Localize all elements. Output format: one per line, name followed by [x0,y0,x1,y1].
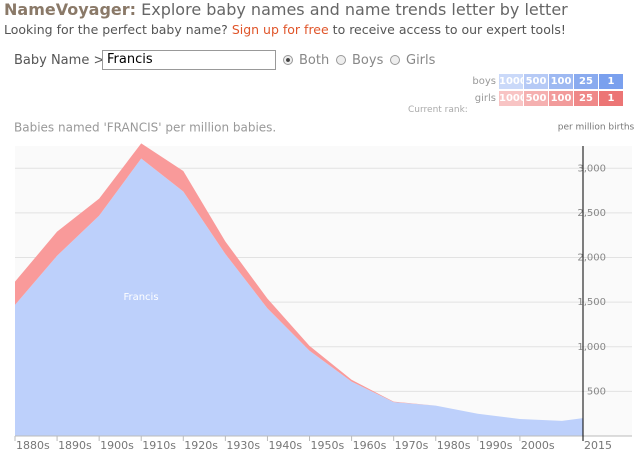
area-boys [15,158,583,436]
radio-button[interactable] [283,55,293,65]
rank-box[interactable]: 100 [549,91,573,106]
radio-button[interactable] [336,55,346,65]
x-tick-label: 1890s [58,439,92,452]
promo-text: to receive access to our expert tools! [332,22,566,37]
x-tick-label: 1920s [184,439,218,452]
x-tick-label: 1970s [395,439,429,452]
x-tick-label: 1900s [100,439,134,452]
x-tick-label: 1930s [226,439,260,452]
rank-box[interactable]: 1000 [499,74,527,89]
radio-option[interactable]: Both [283,53,329,68]
rank-box[interactable]: 25 [574,74,598,89]
x-tick-label: 1990s [479,439,513,452]
rank-caption: Current rank: [408,105,468,115]
y-axis-label: per million births [558,123,635,133]
y-tick-label: 3,000 [577,163,606,174]
promo-text: Looking for the perfect baby name? [4,22,228,37]
radio-label: Girls [406,53,436,68]
app-subtitle: Explore baby names and name trends lette… [141,0,568,19]
x-tick-label: 2015 [584,439,612,452]
app-name: NameVoyager: [4,0,137,19]
area-annotation: Francis [123,292,158,303]
signup-link[interactable]: Sign up for free [231,22,329,37]
radio-option[interactable]: Girls [390,53,435,68]
rank-box[interactable]: 500 [524,74,548,89]
x-tick-label: 1960s [353,439,387,452]
x-tick-label: 1980s [437,439,471,452]
rank-row-label: girls [474,93,496,104]
rank-row: boys 1000 500 100 25 1 [440,74,624,89]
radio-label: Both [299,53,330,68]
rank-box[interactable]: 1 [599,74,623,89]
name-label: Baby Name > [14,53,105,68]
name-input[interactable]: Francis [102,50,276,70]
y-tick-label: 1,500 [577,297,606,308]
rank-box[interactable]: 1 [599,91,623,106]
rank-box[interactable]: 25 [574,91,598,106]
rank-row: girls 1000 500 100 25 1 [440,91,624,106]
chart-title: Babies named 'FRANCIS' per million babie… [14,121,276,135]
radio-label: Boys [352,53,384,68]
rank-box[interactable]: 100 [549,74,573,89]
x-tick-label: 1910s [142,439,176,452]
promo: Looking for the perfect baby name? Sign … [4,22,566,37]
y-tick-label: 500 [587,386,606,397]
radio-button[interactable] [390,55,400,65]
x-tick-label: 1950s [311,439,345,452]
rank-box[interactable]: 500 [524,91,548,106]
radio-option[interactable]: Boys [336,53,383,68]
x-tick-label: 2000s [521,439,555,452]
rank-box[interactable]: 1000 [499,91,527,106]
y-tick-label: 1,000 [577,342,606,353]
y-tick-label: 2,000 [577,253,606,264]
header-title: NameVoyager: Explore baby names and name… [4,0,568,19]
x-tick-label: 1940s [268,439,302,452]
y-tick-label: 2,500 [577,208,606,219]
x-tick-label: 1880s [16,439,50,452]
rank-row-label: boys [472,76,496,87]
